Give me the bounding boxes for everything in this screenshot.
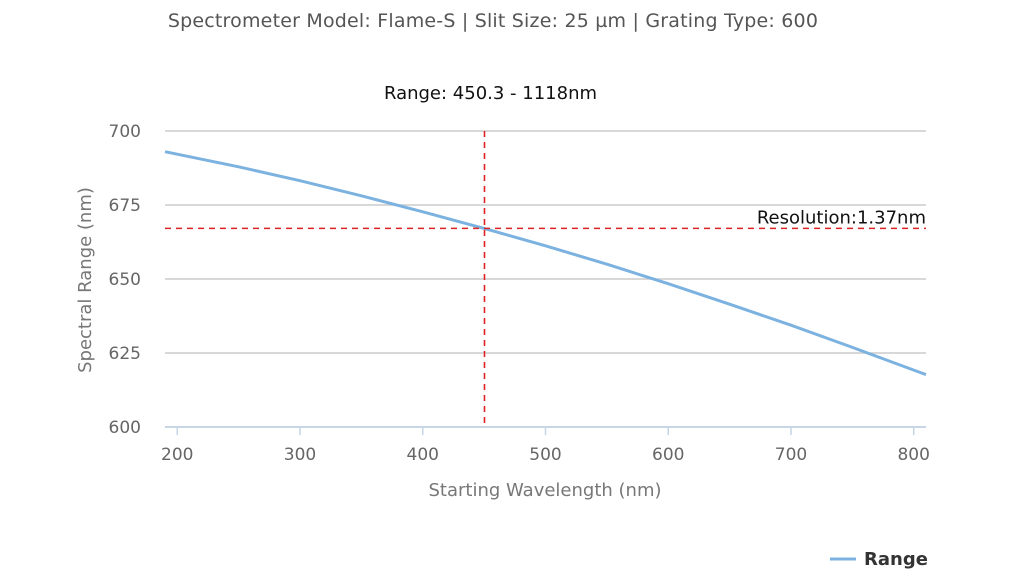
x-tick-label-500: 500	[529, 445, 561, 465]
series-layer	[164, 150, 927, 377]
x-tick-label-400: 400	[407, 445, 439, 465]
y-tick-label-700: 700	[109, 122, 141, 142]
x-tick-label-800: 800	[897, 445, 929, 465]
range-annotation: Range: 450.3 - 1118nm	[384, 83, 597, 104]
x-tick-label-200: 200	[161, 445, 193, 465]
grid-lines	[165, 130, 926, 354]
y-tick-label-675: 675	[109, 196, 141, 216]
resolution-annotation: Resolution:1.37nm	[757, 207, 926, 228]
x-tick-label-300: 300	[284, 445, 316, 465]
x-tick-label-600: 600	[652, 445, 684, 465]
x-axis-title: Starting Wavelength (nm)	[428, 480, 661, 501]
annotations: Range: 450.3 - 1118nm Resolution:1.37nm	[165, 83, 926, 427]
legend-label-range[interactable]: Range	[864, 549, 928, 570]
chart-subtitle: Spectrometer Model: Flame-S | Slit Size:…	[167, 10, 819, 32]
y-tick-label-600: 600	[109, 418, 141, 438]
axes: 600 625 650 675 700 200 300 400 500 600 700 800	[109, 122, 930, 465]
y-tick-label-625: 625	[109, 344, 141, 364]
y-tick-label-650: 650	[109, 270, 141, 290]
legend[interactable]: Range	[830, 549, 928, 570]
series-line-range	[164, 150, 927, 377]
y-axis-title: Spectral Range (nm)	[75, 187, 96, 373]
x-tick-label-700: 700	[775, 445, 807, 465]
